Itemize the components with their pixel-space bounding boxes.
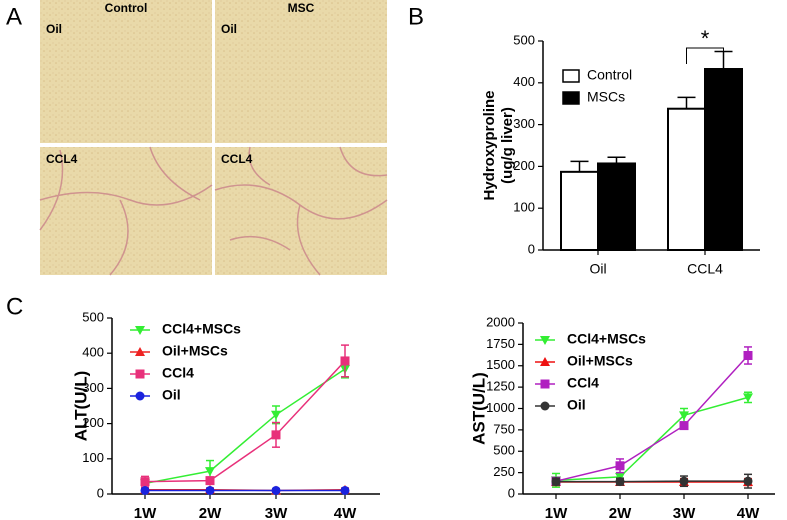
y-tick-label: 0 [528, 241, 535, 256]
marker [271, 485, 281, 495]
x-tick-label: 4W [334, 505, 357, 520]
marker [679, 421, 689, 431]
y-axis-label: AST(U/L) [469, 372, 488, 445]
y-tick-label: 1750 [486, 336, 515, 351]
marker [743, 476, 753, 486]
legend-label: CCl4+MSCs [567, 331, 646, 347]
annotation: * [701, 26, 710, 51]
marker [271, 430, 281, 440]
panel-label: B [408, 3, 424, 30]
x-tick-label: Oil [589, 261, 606, 277]
marker [615, 477, 625, 487]
y-tick-label: 750 [493, 421, 515, 436]
row-label: CCL4 [46, 152, 78, 166]
marker [743, 350, 753, 360]
marker [679, 476, 689, 486]
marker [615, 461, 625, 471]
fibrosis-septa [39, 146, 388, 276]
marker [140, 485, 150, 495]
marker [135, 326, 145, 335]
x-tick-label: CCL4 [687, 261, 723, 277]
y-tick-label: 2000 [486, 314, 515, 329]
panel-label: A [6, 3, 22, 30]
x-tick-label: 2W [609, 505, 632, 520]
marker [271, 410, 281, 420]
x-tick-label: 1W [134, 505, 157, 520]
y-tick-label: 0 [97, 485, 104, 500]
significance-bracket [686, 47, 724, 64]
legend-label: CCl4 [567, 375, 599, 391]
y-tick-label: 0 [508, 485, 515, 500]
x-tick-label: 2W [199, 505, 222, 520]
y-tick-label: 300 [513, 116, 535, 131]
x-tick-label: 3W [265, 505, 288, 520]
marker [340, 356, 350, 366]
legend-label: MSCs [587, 89, 625, 105]
marker [205, 476, 215, 486]
marker [540, 357, 550, 366]
bar [667, 107, 706, 251]
marker [743, 393, 753, 403]
marker [540, 336, 550, 345]
marker [140, 477, 150, 487]
y-tick-label: 100 [513, 200, 535, 215]
micrograph [215, 0, 387, 143]
marker [135, 391, 145, 401]
legend-label: CCl4 [162, 365, 194, 381]
y-tick-label: 500 [82, 309, 104, 324]
y-tick-label: 500 [513, 32, 535, 47]
y-tick-label: 200 [513, 158, 535, 173]
row-label: Oil [221, 22, 237, 36]
marker [135, 369, 145, 379]
y-tick-label: 1250 [486, 379, 515, 394]
series-line [555, 354, 749, 482]
legend-label: Control [587, 67, 632, 83]
legend-label: Oil+MSCs [162, 343, 228, 359]
bar [704, 68, 743, 251]
legend-label: Oil [162, 387, 181, 403]
column-label: MSC [288, 1, 315, 15]
bar [560, 170, 599, 251]
y-tick-label: 1000 [486, 400, 515, 415]
y-tick-label: 200 [82, 415, 104, 430]
y-axis-label: ALT(U/L) [71, 371, 90, 442]
marker [340, 485, 350, 495]
y-tick-label: 300 [82, 380, 104, 395]
micrograph-panel: Control MSC Oil Oil CCL4 CCL4 [39, 0, 388, 276]
y-axis-label: Hydroxyproline [481, 90, 498, 200]
y-tick-label: 400 [82, 345, 104, 360]
legend-label: CCl4+MSCs [162, 321, 241, 337]
row-label: CCL4 [221, 152, 253, 166]
y-tick-label: 500 [493, 443, 515, 458]
y-tick-label: 250 [493, 464, 515, 479]
y-axis-label: (ug/g liver) [499, 107, 516, 184]
column-label: Control [105, 1, 148, 15]
x-tick-label: 3W [673, 505, 696, 520]
series-line [144, 360, 346, 483]
marker [540, 379, 550, 389]
micrograph [40, 147, 212, 275]
y-tick-label: 1500 [486, 357, 515, 372]
legend-swatch [562, 69, 580, 83]
marker [205, 467, 215, 477]
marker [679, 411, 689, 421]
micrograph [40, 0, 212, 143]
bar [597, 162, 636, 251]
x-tick-label: 1W [545, 505, 568, 520]
panel-label: C [6, 293, 23, 320]
y-tick-label: 400 [513, 74, 535, 89]
y-tick-label: 100 [82, 450, 104, 465]
legend-swatch [562, 91, 580, 105]
marker [540, 401, 550, 411]
x-tick-label: 4W [737, 505, 760, 520]
row-label: Oil [46, 22, 62, 36]
micrograph [215, 147, 387, 275]
marker [205, 485, 215, 495]
series-line [144, 368, 346, 485]
marker [135, 347, 145, 356]
legend-label: Oil [567, 397, 586, 413]
marker [551, 477, 561, 487]
legend-label: Oil+MSCs [567, 353, 633, 369]
